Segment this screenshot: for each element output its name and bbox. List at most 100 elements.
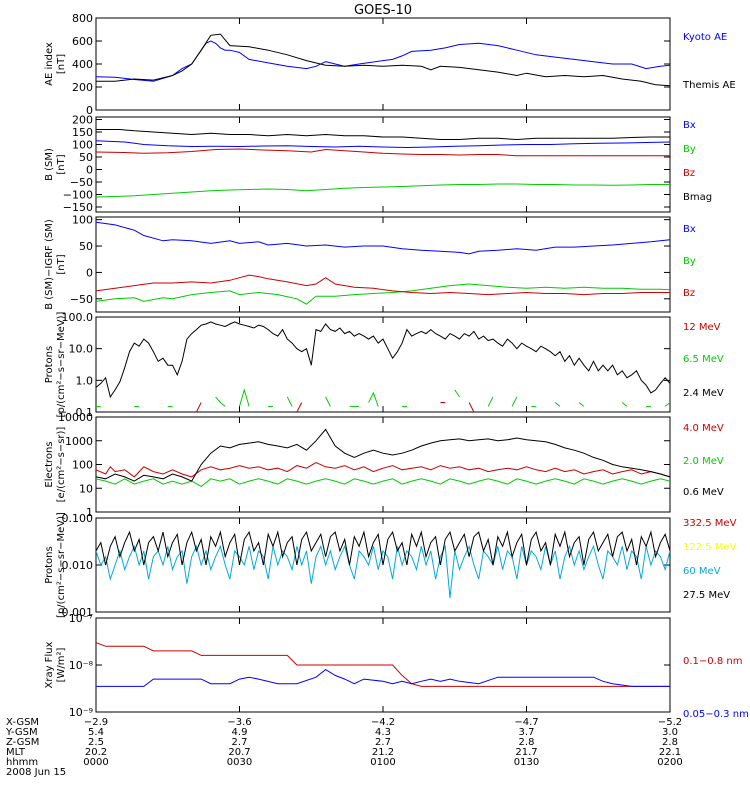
series-fragment	[368, 391, 379, 407]
axis-row-value: 20.2	[85, 747, 107, 758]
y-tick-label: 1.0	[76, 374, 94, 387]
series-line-by	[96, 283, 670, 305]
y-tick-label: 800	[72, 12, 93, 25]
y-tick-label: 50	[79, 151, 93, 164]
y-axis-label: [e/(cm²−s−sr)]	[56, 427, 67, 503]
series-fragment	[195, 402, 202, 412]
y-axis-label: [nT]	[56, 54, 67, 74]
y-axis-label: Protons	[44, 546, 55, 583]
y-tick-label: 100.0	[62, 311, 94, 324]
panel-electrons: 1 10 100 1000 10000 Electrons [e/(cm²−s−sr)] 4.…	[44, 411, 724, 519]
axis-row-value: 2.8	[519, 737, 535, 748]
series-fragment	[554, 402, 561, 407]
y-tick-label: 10⁻⁹	[69, 706, 93, 719]
series-line-by	[96, 183, 670, 198]
legend-label: 2.0 MeV	[683, 456, 724, 467]
axis-row-value: 0000	[83, 757, 108, 768]
y-axis-label: [p/(cm²−s−sr−MeV)]	[56, 512, 67, 618]
series-line-0-6-mev	[96, 428, 670, 482]
legend-label: Bx	[683, 120, 696, 131]
axis-row-value: 2.7	[375, 737, 391, 748]
y-tick-label: 600	[72, 35, 93, 48]
y-tick-label: 10000	[58, 411, 93, 424]
axis-row-value: 5.4	[88, 727, 104, 738]
y-tick-label: 150	[72, 126, 93, 139]
series-line-bx	[96, 221, 670, 255]
series-line-2-0-mev	[96, 478, 670, 487]
y-tick-label: 0	[86, 104, 93, 117]
series-fragment	[511, 396, 518, 407]
series-line-bz	[96, 274, 670, 296]
panel-frame	[95, 116, 671, 213]
axis-row-value: 2.5	[88, 737, 104, 748]
axis-row-value: 2.8	[662, 737, 678, 748]
y-tick-label: 100	[72, 214, 93, 227]
y-tick-label: 0.010	[62, 559, 94, 572]
y-tick-label: 0	[86, 266, 93, 279]
legend-label: 27.5 MeV	[683, 590, 730, 601]
y-axis-label: Protons	[44, 346, 55, 383]
y-tick-label: −150	[63, 201, 93, 214]
y-tick-label: 0.001	[62, 606, 94, 619]
legend-label: By	[683, 256, 696, 267]
legend-label: 0.6 MeV	[683, 487, 724, 498]
y-tick-label: −50	[70, 293, 93, 306]
series-line-bmag	[96, 129, 670, 141]
y-tick-label: 0.100	[62, 512, 94, 525]
axis-row-label: X-GSM	[6, 717, 39, 728]
series-fragment	[468, 402, 475, 412]
axis-row-value: 0030	[227, 757, 252, 768]
chart-title: GOES-10	[354, 3, 412, 18]
axis-row-value: 2.7	[232, 737, 248, 748]
y-tick-label: 200	[72, 114, 93, 127]
series-fragment	[454, 389, 460, 398]
y-axis-label: [nT]	[56, 254, 67, 274]
panel-ae: 0 200 400 600 800 AE index [nT] Kyoto AE Themis …	[44, 12, 736, 117]
y-tick-label: 10.0	[69, 343, 94, 356]
series-fragment	[325, 396, 331, 407]
legend-label: By	[683, 144, 696, 155]
legend-label: Kyoto AE	[683, 32, 727, 43]
series-line-0-1-0-8-nm	[96, 642, 670, 687]
panel-hiprotons: 0.001 0.010 0.100 Protons [p/(cm²−s−sr−MeV)]…	[44, 512, 737, 619]
y-tick-label: 100	[72, 139, 93, 152]
series-line-27-5-mev	[96, 530, 670, 566]
y-tick-label: 200	[72, 81, 93, 94]
axis-row-value: −3.6	[227, 717, 251, 728]
series-fragment	[286, 396, 293, 407]
series-fragment	[621, 402, 628, 407]
axis-row-label: MLT	[6, 747, 26, 758]
axis-row-value: 21.7	[515, 747, 537, 758]
y-axis-label: Xray Flux	[44, 641, 55, 688]
plot-area	[96, 221, 670, 305]
y-tick-label: 400	[72, 58, 93, 71]
y-tick-label: 100	[72, 459, 93, 472]
plot-area	[96, 33, 670, 87]
panel-frame	[95, 17, 671, 111]
plot-area	[96, 530, 670, 598]
legend-label: 0.1−0.8 nm	[683, 656, 742, 667]
y-tick-label: 0	[86, 164, 93, 177]
legend-label: 4.0 MeV	[683, 423, 724, 434]
date-label: 2008 Jun 15	[6, 767, 66, 778]
series-fragment	[487, 396, 494, 407]
panel-protons: 0.1 1.0 10.0 100.0 Protons [p/(cm²−s−sr−MeV)]…	[44, 311, 724, 419]
y-axis-label: B (SM)	[44, 148, 55, 181]
legend-label: 60 MeV	[683, 566, 721, 577]
panel-xray: 10⁻⁹ 10⁻⁸ 10⁻⁷ Xray Flux [W/m²] 0.1−0.8 nm 0.0…	[44, 612, 749, 720]
legend-label: 2.4 MeV	[683, 388, 724, 399]
y-tick-label: 1	[86, 506, 93, 519]
axis-row-label: hhmm	[6, 757, 38, 768]
panel-frame	[95, 416, 671, 513]
series-line-bz	[96, 148, 670, 157]
plot-area	[96, 428, 670, 487]
y-tick-label: −100	[63, 189, 93, 202]
axis-row-value: −4.7	[514, 717, 538, 728]
series-line-60-mev	[96, 544, 670, 598]
axis-row-value: −5.2	[658, 717, 682, 728]
y-tick-label: 0.1	[76, 406, 94, 419]
series-fragment	[578, 402, 585, 407]
axis-row-value: 3.7	[519, 727, 535, 738]
